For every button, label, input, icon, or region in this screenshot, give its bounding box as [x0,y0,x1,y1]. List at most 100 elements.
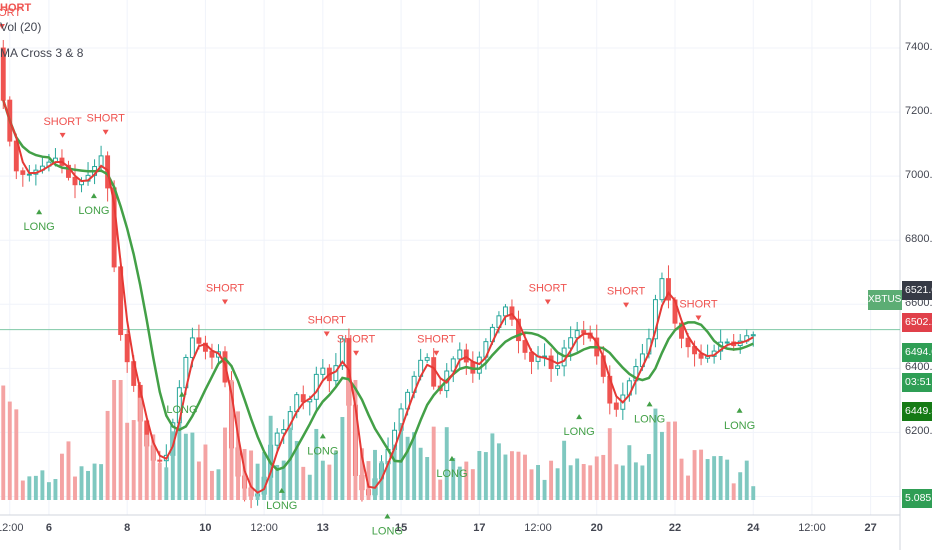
candle [196,337,202,344]
candle [548,355,554,370]
long-signal-arrow [736,407,743,413]
volume-bar [510,451,514,500]
short-signal-label: SHORT [417,334,456,346]
time-tick-label: 13 [316,522,329,534]
volume-bar [216,469,221,500]
volume-bar [170,431,175,500]
volume-bar [353,380,358,500]
volume-bar [112,380,117,500]
candle [0,47,6,101]
short-signal-label: SHORT [206,282,245,294]
volume-bar [340,417,345,500]
volume-bar [46,482,51,500]
candle [320,367,326,375]
candle [313,373,319,400]
time-tick-label: 22 [668,522,682,534]
candle [450,358,456,372]
volume-bar [66,441,71,500]
volume-bar [151,434,156,500]
volume-bar [523,454,527,500]
volume-bar [92,463,97,500]
volume-bar [125,422,130,500]
volume-bar [666,421,671,500]
candle [659,278,665,301]
candle [274,432,280,446]
volume-bar [40,470,45,500]
candle [685,337,691,348]
candle [339,338,345,367]
volume-bar [633,462,638,500]
short-signal-arrow [623,302,630,308]
volume-bar [79,466,84,500]
legend-ma-cross[interactable]: MA Cross 3 & 8 [0,46,84,60]
legend-signal-label: HORT [0,2,32,14]
short-signal-arrow [59,132,66,138]
volume-bar [392,444,397,500]
volume-bar [744,460,749,500]
time-tick-label: 20 [590,522,603,534]
volume-bar [490,433,495,500]
volume-bar [496,443,501,500]
volume-bar [138,397,143,500]
time-tick-label: 6 [45,522,52,534]
volume-bar [470,469,475,500]
price-tick-label: 7000.0 [905,169,932,182]
price-tick-label: 7400.0 [905,41,932,54]
volume-bar [229,380,234,500]
long-signal-label: LONG [372,525,403,537]
low-price-tag: 6449.5 [902,402,932,421]
volume-bar [373,449,377,500]
volume-bar [516,451,521,500]
volume-bar [320,460,325,500]
long-signal-arrow [576,414,583,420]
long-signal-label: LONG [78,205,109,217]
candle [555,365,561,370]
long-signal-arrow [448,455,455,461]
candle [502,306,508,317]
volume-bar [99,464,104,500]
volume-bar [386,460,390,500]
price-tick-label: 6200.0 [905,425,932,438]
long-signal-arrow [278,487,285,493]
short-signal-arrow [102,129,109,135]
volume-bar [640,465,645,500]
time-tick-label: 17 [473,522,486,534]
volume-bar [33,475,38,500]
candle [568,337,574,349]
volume-bar [131,420,136,500]
short-signal-label: SHORT [86,113,125,125]
short-signal-arrow [222,299,228,305]
volume-bar [118,380,123,500]
volume-bar [268,415,273,500]
volume-bar [27,476,32,500]
volume-bar [477,450,482,500]
short-signal-arrow [0,24,5,30]
volume-bar [568,465,573,500]
volume-bar [601,454,606,500]
volume-bar [457,466,462,500]
volume-bar [255,463,260,500]
volume-bar [333,451,338,500]
volume-value-tag: 5.085M [902,489,932,508]
volume-bar [190,432,195,500]
legend-volume[interactable]: Vol (20) [0,20,42,34]
volume-bar [542,479,547,500]
volume-bar [53,479,58,500]
volume-bar [301,466,306,500]
volume-bar [444,427,449,500]
volume-bar [646,454,651,500]
candle [724,341,730,344]
volume-bar [627,445,632,500]
time-tick-label: 27 [864,522,877,534]
volume-bar [346,380,351,500]
volume-bar [164,467,169,500]
volume-bar [464,461,469,500]
volume-bar [725,459,730,500]
volume-bar [607,428,612,500]
time-tick-label: 12:00 [524,522,552,534]
volume-bar [483,452,488,500]
volume-bar [1,385,6,500]
long-signal-label: LONG [166,404,197,416]
